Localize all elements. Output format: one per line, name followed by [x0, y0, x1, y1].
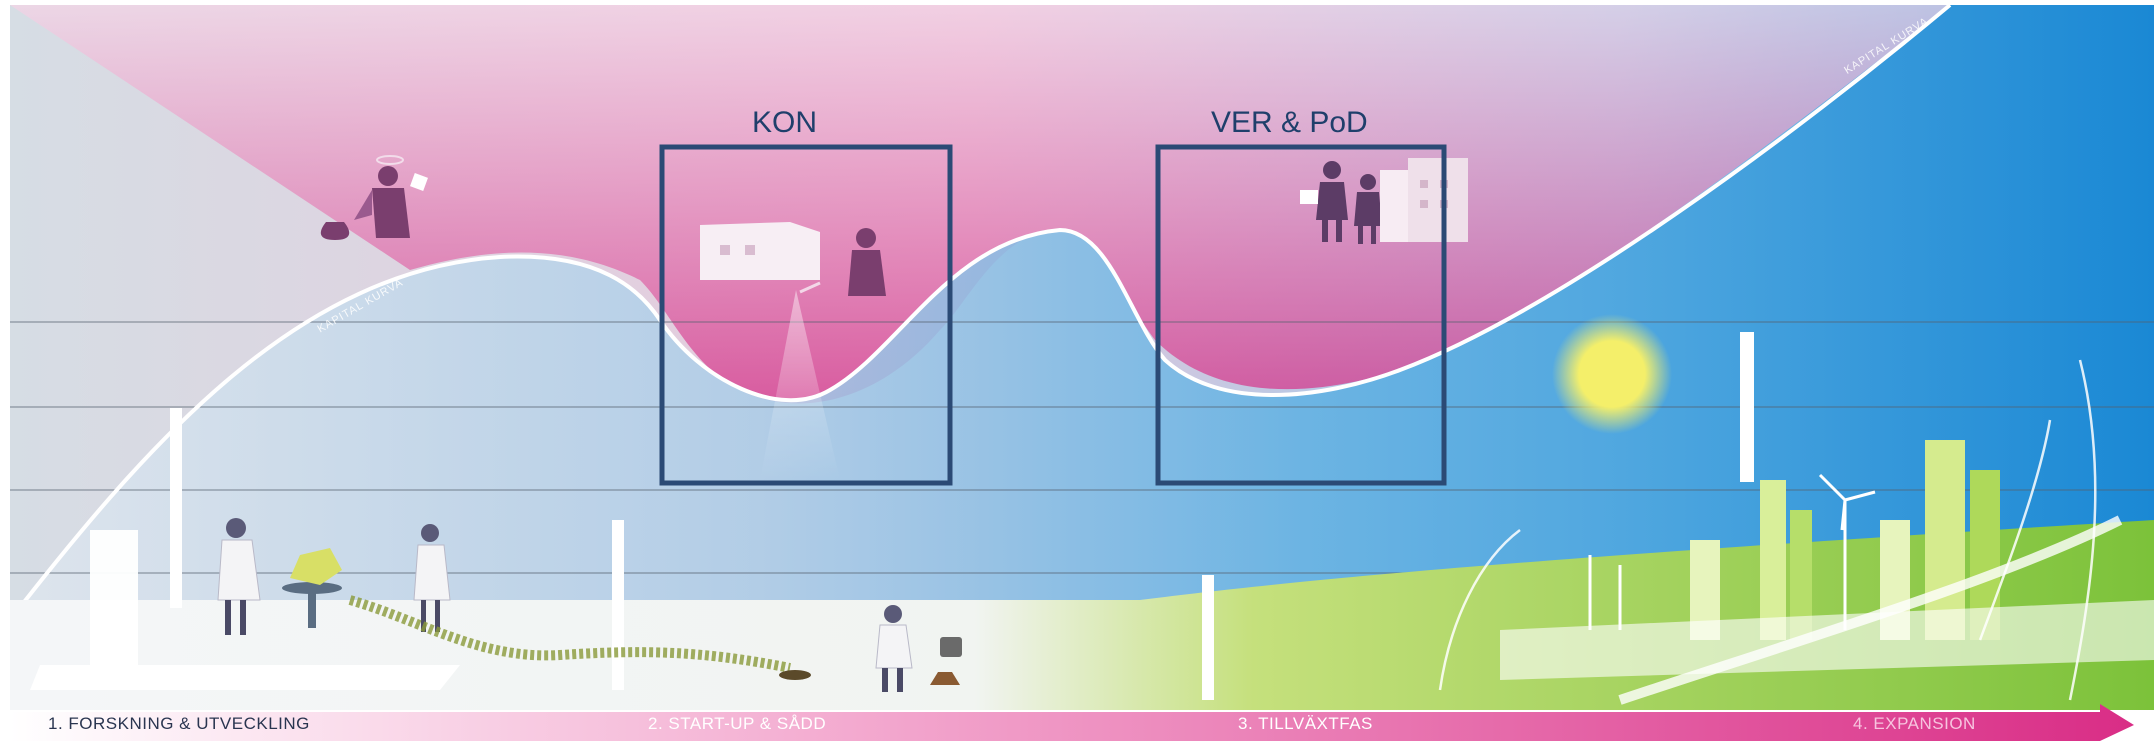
lab-pillar [90, 530, 138, 680]
phase-label-research: 1. FORSKNING & UTVECKLING [48, 714, 310, 733]
money-bag-icon [320, 222, 350, 240]
kon-box [659, 144, 953, 486]
investor-angel-icon [354, 155, 428, 238]
phase-bar [10, 704, 2134, 741]
watering-can-icon [799, 228, 886, 296]
plant-sprouts [1438, 359, 2097, 701]
blue-zone [10, 5, 2154, 710]
phase-label-startup: 2. START-UP & SÅDD [648, 714, 827, 733]
scientist-icon [217, 518, 451, 635]
factory-icon [700, 222, 820, 280]
wind-turbine-icon [1588, 473, 1876, 630]
growth-trail [348, 595, 791, 673]
city-skyline-icon [1500, 440, 2154, 705]
gardener-icon [875, 605, 962, 692]
ver-pod-box [1155, 144, 1447, 486]
office-building-icon [1380, 158, 1468, 242]
capital-curve [8, 3, 1952, 622]
phase-posts [170, 332, 1754, 700]
kon-box-label: KON [752, 106, 818, 139]
seed-hole [779, 670, 811, 680]
business-people-icon [1300, 161, 1382, 244]
ver-pod-box-label: VER & PoD [1211, 106, 1368, 139]
phase-label-growth: 3. TILLVÄXTFAS [1238, 714, 1373, 733]
sun-icon [1552, 314, 1672, 434]
pink-zone [10, 5, 1950, 404]
water-spray [760, 290, 840, 480]
crystal-table-icon [282, 548, 342, 628]
phase-label-expansion: 4. EXPANSION [1853, 714, 1976, 733]
